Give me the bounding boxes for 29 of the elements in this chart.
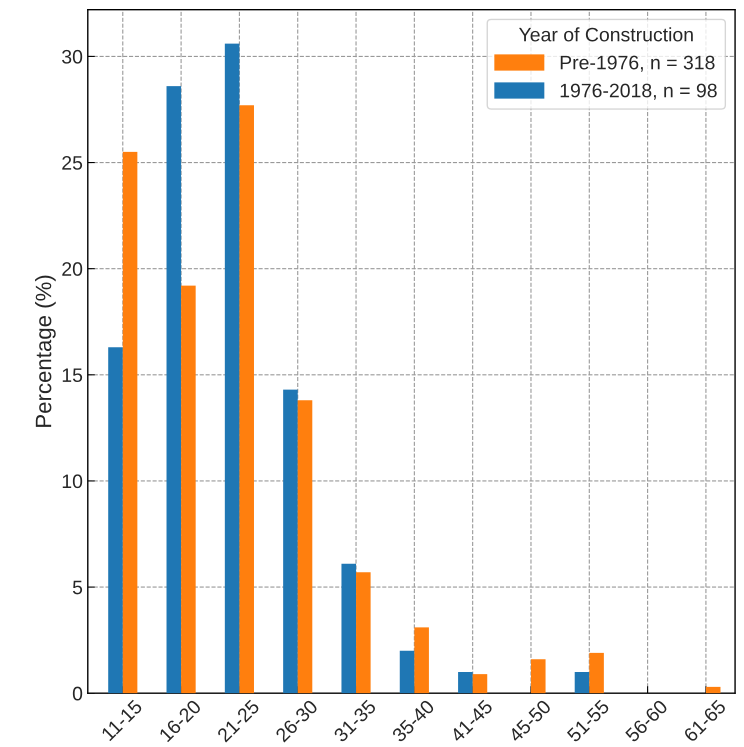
- bar: [356, 572, 371, 694]
- y-tick-label: 15: [62, 368, 82, 382]
- bar: [400, 650, 414, 694]
- bar: [414, 627, 429, 694]
- bar: [530, 659, 546, 694]
- y-axis-title: Percentage (%): [35, 276, 56, 427]
- bar: [239, 105, 254, 694]
- bar: [341, 564, 356, 694]
- bar: [574, 672, 590, 694]
- bar: [589, 652, 604, 694]
- y-tick-label: 5: [72, 580, 82, 594]
- y-tick-label: 20: [62, 262, 82, 276]
- bar: [706, 686, 720, 694]
- y-tick-label: 10: [62, 474, 82, 488]
- bar: [122, 152, 138, 694]
- y-tick-label: 0: [72, 686, 82, 700]
- bar: [166, 86, 182, 694]
- legend-label: Pre-1976, n = 318: [560, 56, 715, 72]
- bar: [458, 672, 473, 694]
- bar: [181, 286, 196, 694]
- legend-label: 1976-2018, n = 98: [560, 84, 717, 100]
- bar: [283, 390, 298, 694]
- bar: [224, 44, 240, 694]
- bar: [298, 400, 312, 694]
- bar: [472, 674, 488, 694]
- legend-title: Year of Construction: [518, 27, 693, 42]
- y-tick-label: 30: [62, 50, 82, 64]
- y-tick-label: 25: [62, 156, 82, 170]
- bar: [108, 347, 123, 694]
